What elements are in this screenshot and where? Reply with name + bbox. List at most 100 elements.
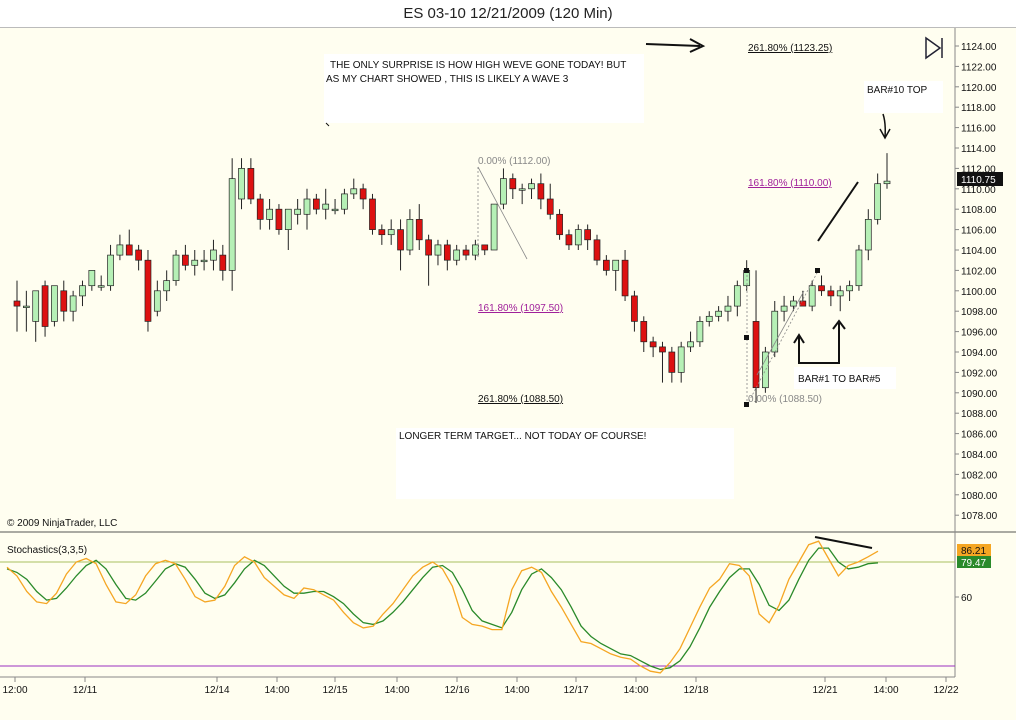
candle-body-down [462, 249, 470, 256]
candle-body-up [687, 341, 694, 348]
candle-body-up [350, 188, 358, 195]
candle-body-up [705, 315, 713, 322]
candle-body-down [13, 300, 21, 307]
candle [621, 250, 629, 301]
candle-body-down [649, 341, 657, 348]
candle [472, 239, 479, 261]
candle-body-up [172, 254, 180, 281]
candle-body-down [818, 285, 825, 292]
time-tick-label: 14:00 [384, 685, 409, 696]
candle-body-up [780, 305, 788, 312]
candle [518, 183, 526, 205]
candle-body-down [359, 188, 367, 200]
candle-body-up [574, 229, 582, 246]
candle [79, 280, 86, 307]
candle-body-down [256, 198, 264, 220]
candle-body-up [733, 285, 741, 307]
candle [574, 224, 582, 250]
candle-body-down [631, 295, 638, 322]
candle-body-up [341, 193, 348, 210]
price-tick-label: 1078.00 [961, 511, 998, 522]
candle [331, 199, 339, 215]
candle-body-up [677, 346, 685, 373]
candle [724, 295, 732, 322]
price-tick-label: 1110.00 [961, 185, 996, 196]
candle-body-down [481, 244, 489, 251]
candle [631, 290, 638, 332]
candle [97, 275, 105, 291]
price-axis-area [955, 28, 1016, 531]
candlestick-series [13, 153, 891, 403]
candle [210, 239, 217, 271]
chart-canvas[interactable]: 1124.00 1122.00 1120.00 1118.00 1116.00 1114.… [0, 28, 1016, 720]
arrow-right-top [645, 38, 706, 53]
chart-frame[interactable]: 1124.00 1122.00 1120.00 1118.00 1116.00 1114.… [0, 27, 1016, 720]
candle-body-down [313, 198, 320, 210]
candle [275, 204, 283, 235]
bracket-bar1-bar5 [793, 319, 846, 364]
candle-body-up [228, 178, 236, 271]
candle [696, 316, 704, 347]
note2-text: LONGER TERM TARGET... NOT TODAY OF COURS… [399, 431, 646, 442]
candle-body-down [397, 229, 404, 251]
fib-1618-left: 161.80% (1097.50) [478, 303, 563, 314]
candle-body-up [331, 208, 339, 212]
time-tick-label: 14:00 [623, 685, 648, 696]
candle [284, 208, 292, 250]
candle-body-down [41, 285, 49, 327]
candle [546, 183, 554, 220]
candle-body-down [369, 198, 376, 230]
candle-body-up [762, 351, 769, 389]
candle-body-up [191, 259, 199, 266]
candle [350, 178, 358, 199]
candle-body-up [322, 203, 330, 210]
bar10-text: BAR#10 TOP [867, 85, 928, 96]
candle [453, 244, 461, 266]
candle-body-up [836, 290, 844, 297]
time-tick-label: 14:00 [264, 685, 289, 696]
candle-body-down [640, 321, 648, 343]
candle-body-down [827, 290, 835, 297]
candle [125, 229, 133, 256]
candle-body-down [135, 249, 142, 261]
price-tick-label: 1100.00 [961, 287, 997, 298]
price-tick-label: 1116.00 [961, 124, 996, 135]
time-tick-label: 12/18 [683, 685, 708, 696]
candle-body-down [125, 244, 133, 256]
indicator-name: Stochastics(3,3,5) [7, 545, 87, 556]
candle-body-up [200, 259, 208, 263]
price-tick-label: 1122.00 [961, 62, 997, 73]
note1-box [324, 54, 644, 123]
candle [612, 259, 620, 291]
candle [369, 193, 376, 235]
candle [537, 173, 545, 210]
scroll-to-end-icon[interactable] [925, 36, 943, 60]
stoch-d-badge [957, 556, 991, 568]
candle [846, 280, 853, 301]
window-title: ES 03-10 12/21/2009 (120 Min) [0, 0, 1016, 27]
candle [556, 209, 563, 240]
candle [762, 346, 769, 393]
candle [883, 153, 891, 189]
note1-line2: AS MY CHART SHOWED , THIS IS LIKELY A WA… [326, 74, 569, 85]
note1-line1: THE ONLY SURPRISE IS HOW HIGH WEVE GONE … [330, 60, 626, 71]
candle [191, 250, 199, 276]
candle-body-up [210, 249, 217, 261]
candle-body-down [584, 229, 591, 241]
candle [874, 173, 881, 225]
candle [387, 219, 395, 245]
candle [584, 224, 591, 250]
candle-body-up [846, 285, 853, 292]
candle [341, 188, 348, 215]
candle [322, 188, 330, 220]
price-tick-label: 1080.00 [961, 491, 998, 502]
candle-body-down [556, 213, 563, 236]
candle [836, 285, 844, 312]
candle-body-up [855, 249, 863, 287]
candle [294, 199, 301, 225]
stoch-d-line [6, 547, 879, 671]
price-tick-label: 1090.00 [961, 389, 998, 400]
candle-body-up [153, 290, 161, 312]
candle [41, 280, 49, 337]
candle-body-down [659, 346, 666, 353]
